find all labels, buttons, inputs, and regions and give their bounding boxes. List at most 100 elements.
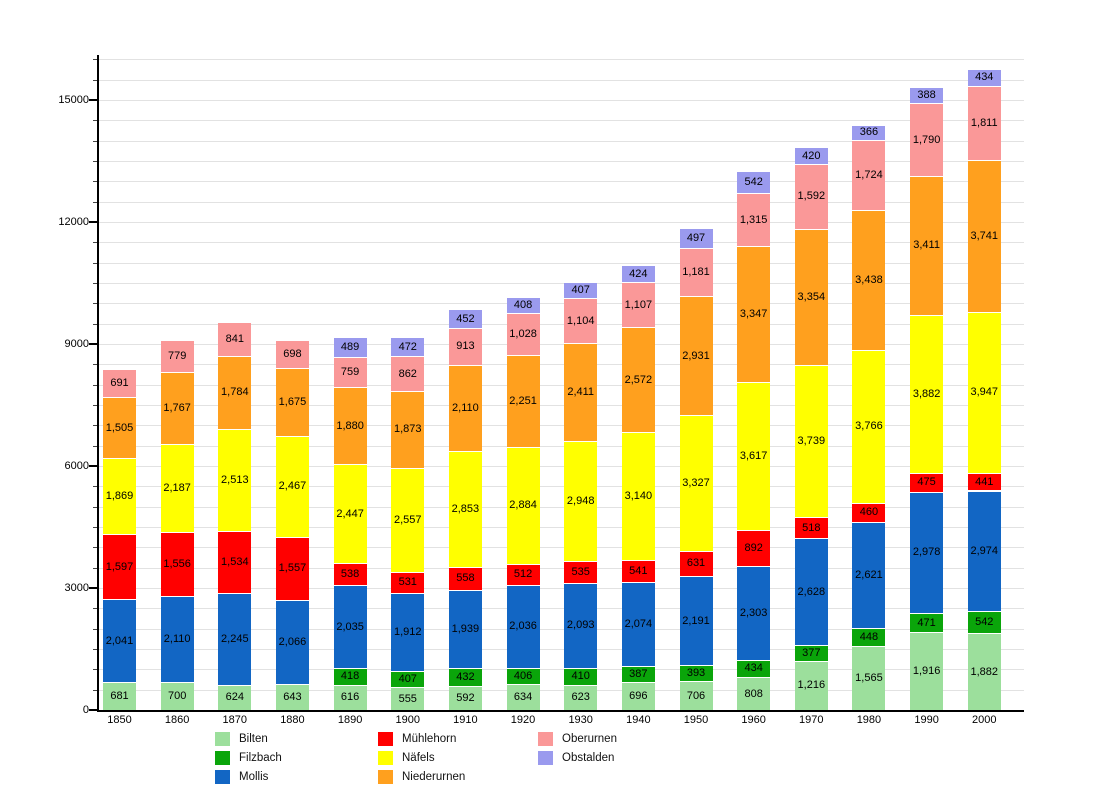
bar-segment-filzbach — [910, 612, 944, 633]
bar-segment-bilten — [967, 633, 1001, 710]
bar-segment-obstalden — [333, 336, 367, 357]
y-axis-minor-tick — [93, 303, 97, 305]
bar-segment-niederurnen — [679, 296, 713, 416]
legend-swatch-mhlehorn — [378, 731, 393, 746]
y-axis-tick-label: 3000 — [64, 582, 89, 594]
bar-segment-bilten — [103, 682, 136, 710]
bar-segment-bilten — [448, 685, 482, 710]
bar-1960 — [737, 55, 771, 710]
y-gridline — [99, 506, 1024, 508]
bar-1850 — [103, 55, 136, 710]
bar-segment-obstalden — [737, 170, 771, 193]
legend-label: Bilten — [239, 732, 268, 745]
bar-segment-mhlehorn — [506, 564, 540, 585]
bar-segment-obstalden — [910, 87, 944, 104]
y-axis-minor-tick — [93, 445, 97, 447]
legend-label: Mollis — [239, 770, 269, 783]
legend-swatch-mollis — [215, 769, 230, 784]
y-axis-minor-tick — [93, 425, 97, 427]
bar-2000 — [967, 55, 1001, 710]
bar-segment-oberurnen — [218, 322, 252, 357]
legend-item-nfels: Näfels — [378, 750, 435, 765]
y-axis-minor-tick — [93, 649, 97, 650]
y-gridline — [99, 384, 1024, 386]
bar-segment-niederurnen — [391, 391, 425, 468]
y-axis-major-tick — [89, 587, 97, 589]
y-gridline — [99, 242, 1024, 244]
bar-segment-nfels — [564, 441, 598, 562]
y-axis-minor-tick — [93, 140, 97, 142]
bar-segment-niederurnen — [218, 356, 252, 429]
y-axis-major-tick — [89, 709, 97, 711]
bar-segment-mollis — [621, 581, 655, 666]
bar-segment-mhlehorn — [967, 472, 1001, 491]
y-axis-minor-tick — [93, 486, 97, 488]
y-gridline — [99, 262, 1024, 264]
bar-segment-mollis — [564, 582, 598, 668]
bar-segment-oberurnen — [621, 282, 655, 328]
bar-segment-mollis — [794, 538, 828, 646]
bar-segment-niederurnen — [794, 228, 828, 366]
x-axis-label-1860: 1860 — [164, 714, 190, 726]
bar-1900 — [391, 55, 425, 710]
bar-segment-mhlehorn — [275, 536, 309, 600]
bar-segment-niederurnen — [621, 327, 655, 432]
y-gridline — [99, 120, 1024, 122]
bar-segment-bilten — [910, 632, 944, 710]
y-axis-minor-tick — [93, 567, 97, 569]
bar-segment-obstalden — [967, 68, 1001, 87]
bar-segment-obstalden — [391, 337, 425, 357]
bar-segment-mollis — [275, 599, 309, 684]
bar-segment-mhlehorn — [103, 534, 136, 600]
bar-segment-mollis — [391, 593, 425, 671]
bar-segment-oberurnen — [794, 164, 828, 229]
bar-segment-mhlehorn — [794, 517, 828, 539]
bar-segment-nfels — [852, 349, 886, 503]
bar-segment-oberurnen — [852, 139, 886, 210]
bar-segment-nfels — [218, 428, 252, 531]
bar-segment-obstalden — [564, 281, 598, 299]
bar-segment-mhlehorn — [564, 561, 598, 583]
bar-segment-nfels — [160, 443, 194, 533]
y-gridline — [99, 445, 1024, 447]
bar-segment-filzbach — [679, 665, 713, 682]
y-gridline — [99, 405, 1024, 406]
y-axis-minor-tick — [93, 506, 97, 508]
bar-segment-nfels — [621, 431, 655, 560]
bar-1950 — [679, 55, 713, 710]
bar-segment-filzbach — [333, 667, 367, 685]
y-gridline — [99, 669, 1024, 671]
y-gridline — [99, 161, 1024, 162]
bar-segment-mhlehorn — [679, 550, 713, 577]
bar-segment-mollis — [218, 593, 252, 685]
x-axis-label-1900: 1900 — [395, 714, 420, 726]
bar-segment-mhlehorn — [910, 472, 944, 492]
bar-segment-bilten — [506, 684, 540, 710]
bar-segment-nfels — [333, 463, 367, 564]
bar-1990 — [910, 55, 944, 710]
y-axis-minor-tick — [93, 201, 97, 203]
bar-segment-bilten — [391, 687, 425, 710]
y-gridline — [99, 689, 1024, 691]
y-axis-minor-tick — [93, 262, 97, 264]
x-axis-label-1910: 1910 — [453, 714, 478, 726]
bar-segment-bilten — [737, 677, 771, 710]
y-gridline — [99, 364, 1024, 366]
y-axis-tick-label: 6000 — [64, 460, 89, 472]
bar-segment-nfels — [506, 446, 540, 565]
y-axis-major-tick — [89, 343, 97, 345]
bar-segment-nfels — [910, 314, 944, 473]
y-axis-minor-tick — [93, 79, 97, 81]
y-gridline — [99, 649, 1024, 650]
x-axis-label-1960: 1960 — [741, 714, 766, 726]
bar-segment-niederurnen — [564, 343, 598, 442]
bar-segment-oberurnen — [910, 103, 944, 176]
y-axis-minor-tick — [93, 181, 97, 183]
bar-segment-niederurnen — [852, 209, 886, 350]
legend-swatch-bilten — [215, 731, 230, 746]
legend-swatch-oberurnen — [538, 731, 553, 746]
bar-segment-mhlehorn — [218, 530, 252, 594]
y-axis-minor-tick — [93, 59, 97, 61]
x-axis-label-1940: 1940 — [626, 714, 651, 726]
